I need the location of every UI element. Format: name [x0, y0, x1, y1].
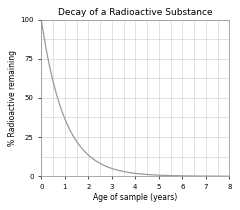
Title: Decay of a Radioactive Substance: Decay of a Radioactive Substance	[58, 8, 213, 17]
X-axis label: Age of sample (years): Age of sample (years)	[93, 193, 177, 202]
Y-axis label: % Radioactive remaining: % Radioactive remaining	[8, 50, 17, 146]
